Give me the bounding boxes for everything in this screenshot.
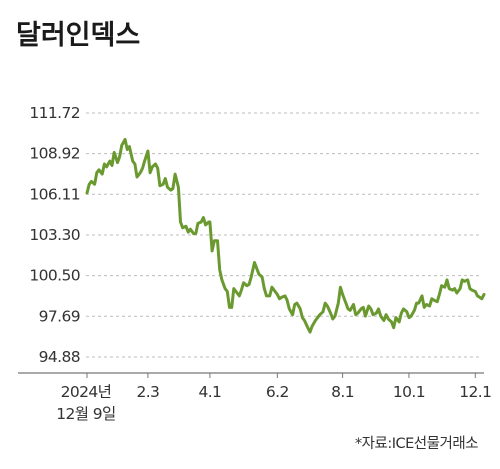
x-tick-label: 6.2 [266, 383, 289, 401]
y-tick-label: 97.69 [39, 307, 80, 325]
series-line [85, 137, 486, 334]
source-note: *자료:ICE선물거래소 [355, 435, 478, 452]
x-tick-label: 2.3 [136, 383, 159, 401]
y-tick-label: 111.72 [29, 104, 80, 122]
y-tick-label: 108.92 [29, 145, 80, 163]
x-tick-label: 2024년 [61, 383, 112, 401]
series-layer [85, 137, 486, 334]
y-axis-ticks: 111.72 108.92 106.11 103.30 100.50 97.69 94.88 [29, 104, 80, 366]
x-tick-label: 12.1 [459, 383, 491, 401]
x-tick-label: 4.1 [198, 383, 221, 401]
y-tick-label: 106.11 [29, 185, 80, 203]
x-axis-ticks: 2024년 12월 9일 2.3 4.1 6.2 8.1 10.1 12.1 [56, 373, 492, 423]
y-tick-label: 94.88 [39, 348, 80, 366]
x-tick-label: 10.1 [393, 383, 425, 401]
x-tick-sublabel: 12월 9일 [56, 405, 115, 423]
chart-title: 달러인덱스 [16, 20, 140, 51]
y-tick-label: 100.50 [29, 267, 80, 285]
grid-lines [86, 112, 482, 358]
y-tick-label: 103.30 [29, 226, 80, 244]
x-tick-label: 8.1 [331, 383, 354, 401]
